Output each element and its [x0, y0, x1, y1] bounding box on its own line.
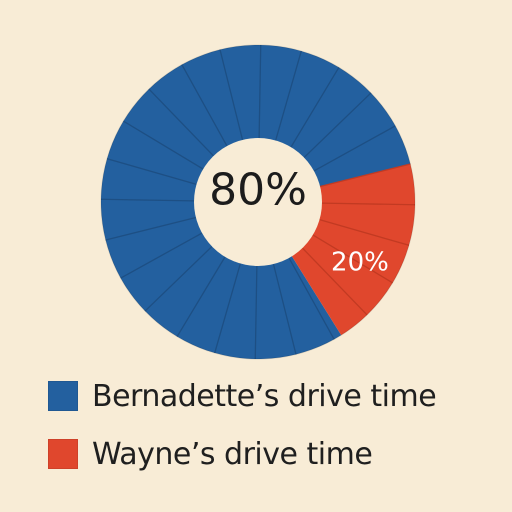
- legend-swatch-bernadette: [48, 381, 78, 411]
- segment-divider: [214, 263, 241, 354]
- segment-divider: [176, 256, 226, 337]
- legend-item-wayne: Wayne’s drive time: [48, 430, 436, 478]
- segment-divider: [254, 265, 258, 359]
- segment-dividers: [100, 44, 416, 360]
- segment-divider: [275, 50, 302, 141]
- segment-divider: [319, 219, 410, 246]
- segment-divider: [303, 92, 372, 159]
- legend-label-wayne: Wayne’s drive time: [92, 436, 373, 472]
- segment-divider: [219, 49, 244, 141]
- legend-swatch-wayne: [48, 439, 78, 469]
- segment-divider: [181, 64, 228, 147]
- segment-divider: [105, 216, 197, 241]
- segment-divider: [321, 202, 415, 206]
- legend-label-bernadette: Bernadette’s drive time: [92, 378, 437, 414]
- segment-divider: [101, 198, 195, 202]
- donut-hole: [194, 138, 322, 266]
- segment-divider: [106, 158, 197, 185]
- segment-divider: [272, 263, 297, 355]
- segment-divider: [313, 125, 396, 172]
- segment-divider: [312, 234, 393, 284]
- segment-divider: [144, 245, 213, 312]
- segment-divider: [319, 163, 411, 188]
- slice-label-wayne: 20%: [331, 247, 389, 277]
- legend-item-bernadette: Bernadette’s drive time: [48, 372, 437, 420]
- segment-divider: [288, 257, 335, 340]
- segment-divider: [290, 67, 340, 148]
- segment-divider: [148, 88, 215, 157]
- legend: Bernadette’s drive time Wayne’s drive ti…: [48, 372, 437, 488]
- chart-rim: [100, 44, 416, 360]
- segment-divider: [120, 232, 203, 279]
- segment-divider: [123, 120, 204, 170]
- center-value-label: 80%: [209, 165, 307, 216]
- segment-divider: [301, 247, 368, 316]
- segment-divider: [258, 45, 262, 139]
